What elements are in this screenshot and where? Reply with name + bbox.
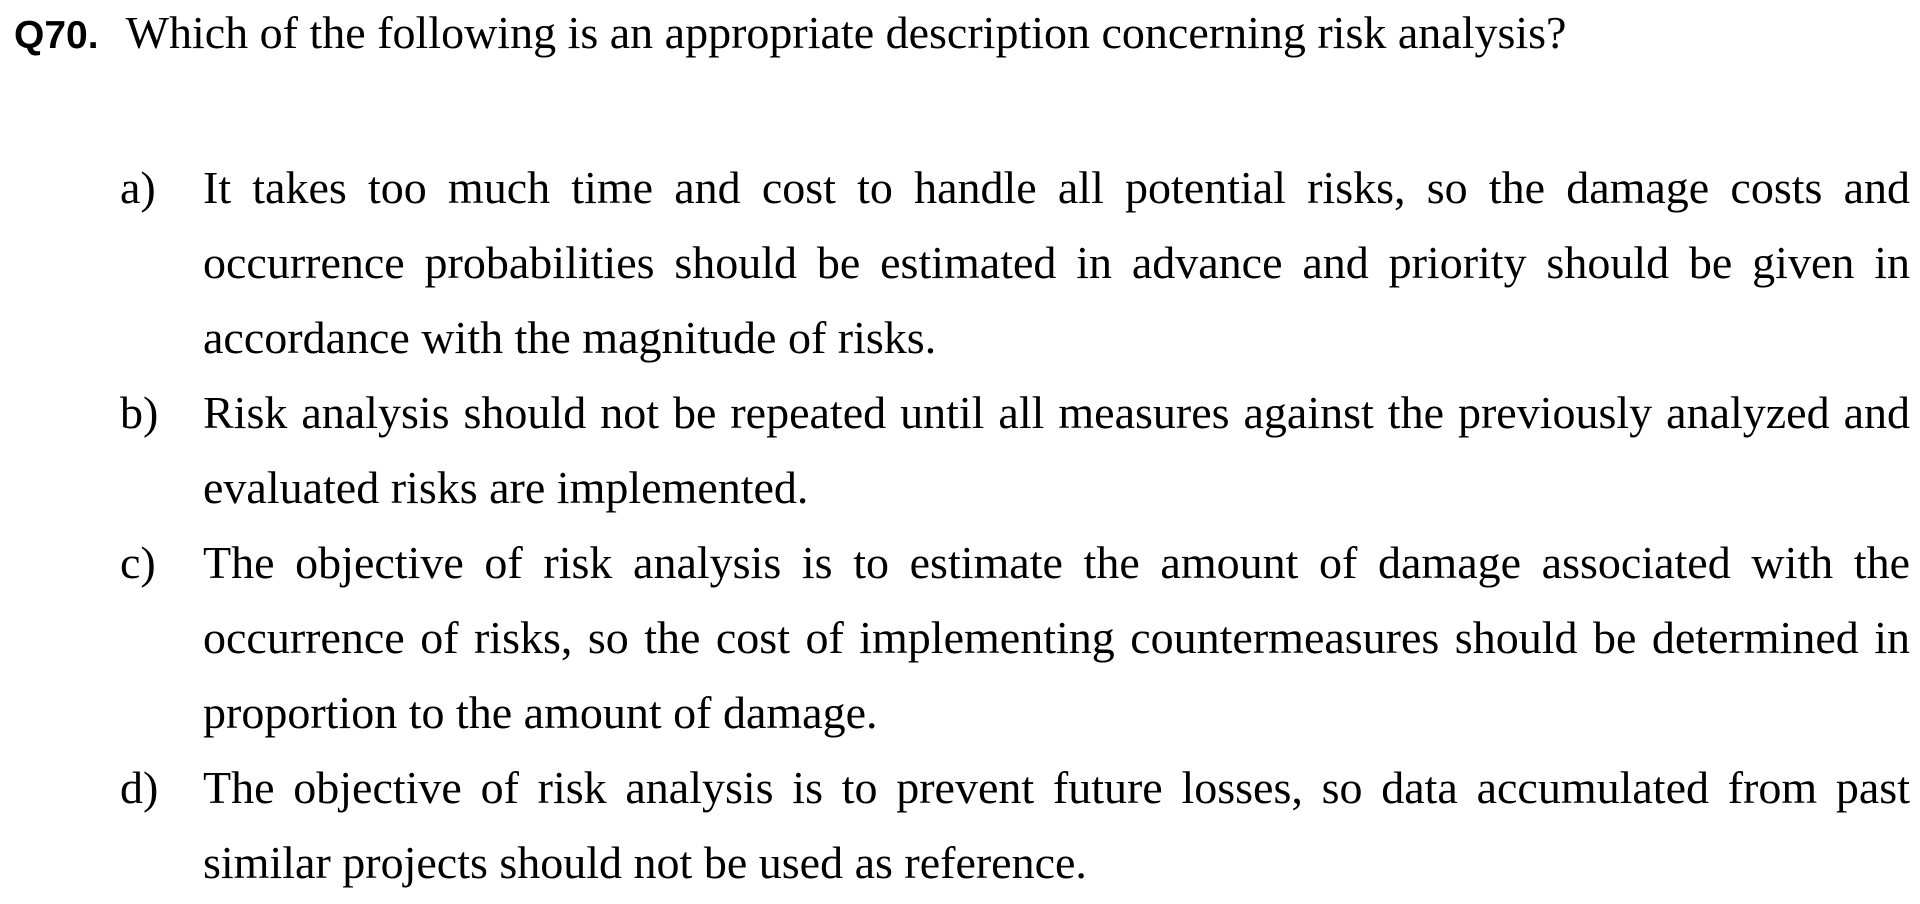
answer-options: a) It takes too much time and cost to ha… [120,150,1910,900]
option-letter: a) [120,162,156,213]
question-header: Q70. Which of the following is an approp… [14,6,1904,59]
option-d: d) The objective of risk analysis is to … [120,750,1910,900]
option-letter: b) [120,387,159,438]
option-a: a) It takes too much time and cost to ha… [120,150,1910,375]
option-b: b) Risk analysis should not be repeated … [120,375,1910,525]
option-text: The objective of risk analysis is to est… [203,537,1910,738]
question-number: Q70. [14,14,99,57]
option-c: c) The objective of risk analysis is to … [120,525,1910,750]
option-text: Risk analysis should not be repeated unt… [203,387,1910,513]
option-text: The objective of risk analysis is to pre… [203,762,1910,888]
question-text: Which of the following is an appropriate… [125,7,1567,58]
option-letter: c) [120,537,156,588]
option-text: It takes too much time and cost to handl… [203,162,1910,363]
option-letter: d) [120,762,159,813]
